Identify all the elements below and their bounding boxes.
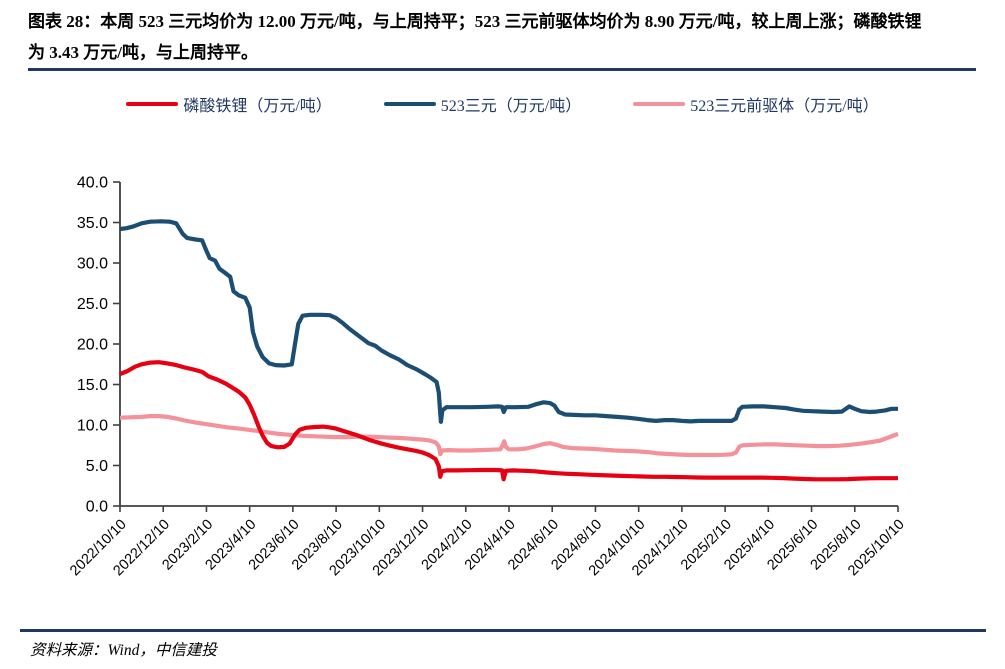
legend-item-lfp: 磷酸铁锂（万元/吨） — [126, 92, 332, 116]
svg-text:25.0: 25.0 — [77, 296, 108, 313]
price-trend-chart-canvas: 0.05.010.015.020.025.030.035.040.02022/1… — [67, 175, 908, 580]
chart-legend: 磷酸铁锂（万元/吨） 523三元（万元/吨） 523三元前驱体（万元/吨） — [0, 92, 1005, 116]
svg-text:30.0: 30.0 — [77, 256, 108, 273]
legend-label-523-ternary: 523三元（万元/吨） — [440, 98, 582, 115]
figure-title-line1: 图表 28：本周 523 三元均价为 12.00 万元/吨，与上周持平；523 … — [28, 12, 922, 31]
legend-label-523-precursor: 523三元前驱体（万元/吨） — [690, 98, 879, 115]
figure-title-line2: 为 3.43 万元/吨，与上周持平。 — [28, 43, 258, 62]
svg-text:40.0: 40.0 — [77, 175, 108, 192]
lfp-line-swatch-icon — [126, 102, 179, 106]
legend-item-523-precursor: 523三元前驱体（万元/吨） — [633, 92, 879, 116]
ternary-line-swatch-icon — [383, 102, 436, 106]
title-divider-rule — [28, 68, 976, 71]
svg-text:5.0: 5.0 — [86, 458, 108, 475]
svg-text:35.0: 35.0 — [77, 215, 108, 232]
legend-label-lfp: 磷酸铁锂（万元/吨） — [183, 98, 332, 115]
precursor-line-swatch-icon — [633, 102, 686, 106]
svg-text:20.0: 20.0 — [77, 337, 108, 354]
figure-title: 图表 28：本周 523 三元均价为 12.00 万元/吨，与上周持平；523 … — [28, 6, 980, 68]
svg-text:15.0: 15.0 — [77, 377, 108, 394]
legend-item-523-ternary: 523三元（万元/吨） — [383, 92, 582, 116]
svg-text:10.0: 10.0 — [77, 418, 108, 435]
svg-text:0.0: 0.0 — [86, 499, 108, 516]
footer-divider-rule — [20, 629, 986, 632]
price-trend-chart: 0.0 5.0 10.0 15.0 20.0 25.0 30.0 35.0 40.0 2022/1… — [0, 125, 1005, 630]
data-source-note: 资料来源：Wind，中信建投 — [30, 642, 217, 659]
